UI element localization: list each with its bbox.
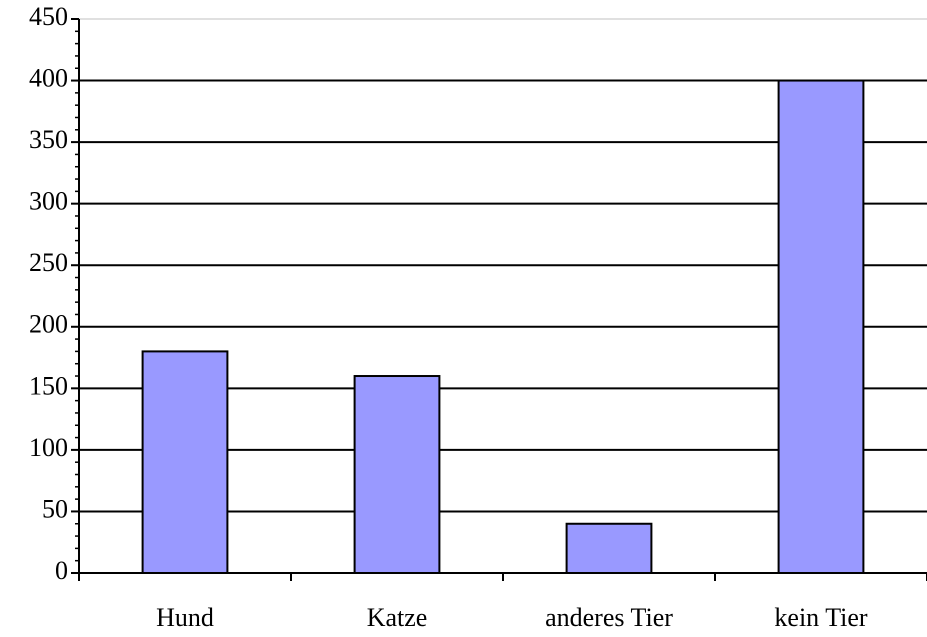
x-tick-label: anderes Tier [545, 603, 673, 632]
y-tick-label: 50 [42, 494, 68, 523]
y-tick-label: 150 [29, 371, 68, 400]
y-tick-label: 0 [55, 556, 68, 585]
y-tick-label: 450 [29, 2, 68, 31]
y-tick-label: 100 [29, 433, 68, 462]
y-tick-label: 400 [29, 64, 68, 93]
y-tick-label: 250 [29, 248, 68, 277]
x-tick-label: kein Tier [774, 603, 868, 632]
bar [565, 522, 653, 574]
y-tick-label: 350 [29, 125, 68, 154]
y-tick-label: 200 [29, 310, 68, 339]
x-tick-label: Katze [367, 603, 428, 632]
bar [353, 375, 441, 574]
x-tick-label: Hund [156, 603, 214, 632]
bar [141, 350, 229, 574]
y-tick-label: 300 [29, 187, 68, 216]
bar [777, 79, 865, 575]
